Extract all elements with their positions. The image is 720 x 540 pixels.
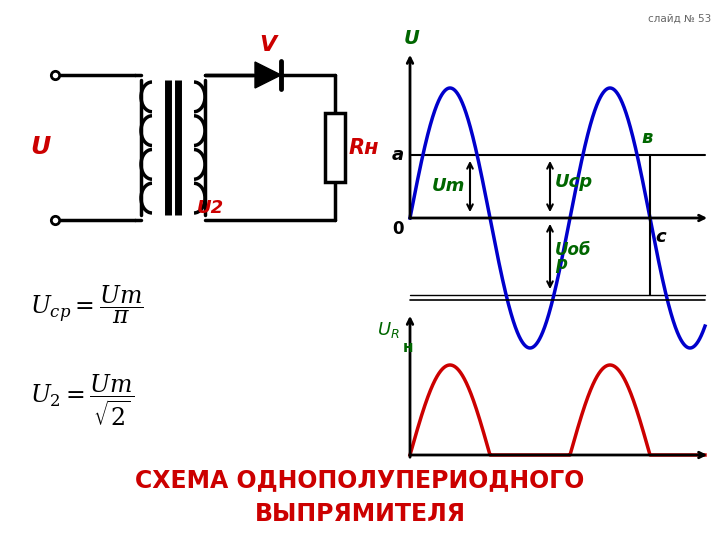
Text: слайд № 53: слайд № 53 [648,14,711,24]
Text: с: с [655,228,665,246]
Text: СХЕМА ОДНОПОЛУПЕРИОДНОГО
ВЫПРЯМИТЕЛЯ: СХЕМА ОДНОПОЛУПЕРИОДНОГО ВЫПРЯМИТЕЛЯ [135,468,585,526]
Text: н: н [402,340,413,355]
Text: $U_{2} = \dfrac{Um}{\sqrt{2}}$: $U_{2} = \dfrac{Um}{\sqrt{2}}$ [30,372,134,428]
Bar [325,113,345,182]
Text: р: р [555,255,567,273]
Text: Um: Um [431,177,464,195]
Text: Rн: Rн [349,138,379,158]
Polygon shape [255,62,281,88]
Text: 0: 0 [392,220,404,238]
Text: а: а [392,146,404,164]
Text: U: U [30,136,50,159]
Text: $U_R$: $U_R$ [377,320,400,340]
Text: U: U [404,29,420,48]
Text: Uср: Uср [555,173,593,191]
Text: V: V [259,35,276,55]
Text: $U_{cp} = \dfrac{Um}{\pi}$: $U_{cp} = \dfrac{Um}{\pi}$ [30,284,143,326]
Text: в: в [642,129,653,147]
Text: U2: U2 [197,199,224,217]
Text: Uоб: Uоб [555,241,592,259]
